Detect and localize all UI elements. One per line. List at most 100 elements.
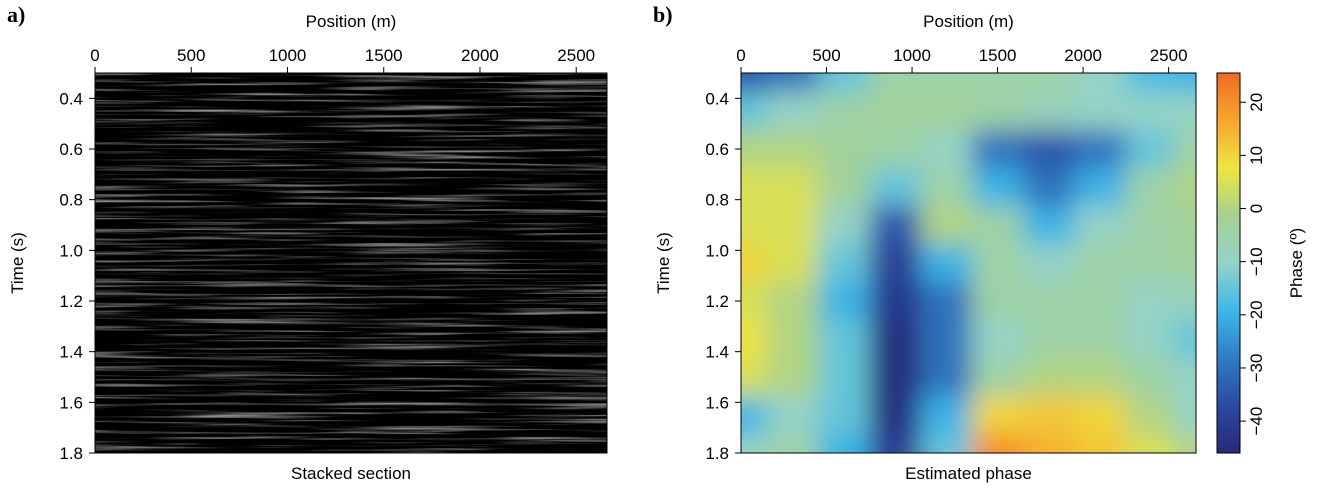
heat-cell: [1125, 206, 1174, 245]
y-tick-label: 0.8: [705, 191, 729, 210]
heat-cell: [817, 168, 870, 207]
heat-cell: [1125, 320, 1174, 359]
heat-cell: [741, 396, 768, 435]
heat-cell: [1172, 320, 1196, 359]
heat-cell: [1172, 130, 1196, 169]
heat-cell: [1172, 92, 1196, 131]
x-tick-label: 1500: [365, 46, 403, 65]
plot-frame: [740, 72, 1197, 454]
plot-frame: [94, 72, 608, 454]
heat-cell: [1125, 130, 1174, 169]
y-tick-label: 1.4: [705, 343, 729, 362]
heat-cell: [920, 282, 973, 321]
heat-cell: [971, 434, 1024, 453]
x-tick-label: 2000: [461, 46, 499, 65]
heatmap: [741, 73, 1196, 453]
heat-cell: [1172, 358, 1196, 397]
heat-cell: [817, 396, 870, 435]
heat-cell: [766, 320, 819, 359]
heat-cell: [1074, 282, 1127, 321]
y-tick-label: 1.0: [705, 241, 729, 260]
heat-cell: [869, 396, 922, 435]
heat-cell: [1023, 282, 1076, 321]
heat-cell: [1023, 206, 1076, 245]
y-axis-label: Time (s): [654, 232, 673, 294]
heat-cell: [869, 130, 922, 169]
heat-cell: [1023, 320, 1076, 359]
heat-cell: [1074, 434, 1127, 453]
heat-cell: [766, 168, 819, 207]
heat-cell: [817, 130, 870, 169]
heat-cell: [741, 282, 768, 321]
heat-cell: [920, 244, 973, 283]
heat-cell: [1074, 92, 1127, 131]
colorbar-tick-label: −20: [1247, 300, 1266, 329]
heat-cell: [1125, 358, 1174, 397]
heat-cell: [920, 73, 973, 93]
x-tick-label: 1000: [893, 46, 931, 65]
seismic-texture: [95, 73, 607, 453]
x-axis-label: Position (m): [306, 12, 397, 31]
heat-cell: [971, 320, 1024, 359]
y-tick-label: 1.2: [705, 292, 729, 311]
heat-cell: [1172, 168, 1196, 207]
panel-label: b): [653, 2, 673, 27]
x-tick-label: 2000: [1064, 46, 1102, 65]
heat-cell: [920, 92, 973, 131]
panel-label: a): [7, 2, 25, 27]
x-tick-label: 2500: [557, 46, 595, 65]
heat-cell: [971, 73, 1024, 93]
heat-cell: [741, 168, 768, 207]
heat-cell: [766, 434, 819, 453]
heat-cell: [817, 206, 870, 245]
heat-cell: [869, 358, 922, 397]
heat-cell: [869, 282, 922, 321]
heat-cell: [1023, 130, 1076, 169]
x-axis-label: Position (m): [923, 12, 1014, 31]
heat-cell: [1074, 168, 1127, 207]
heat-cell: [1023, 244, 1076, 283]
heat-cell: [971, 282, 1024, 321]
heat-cell: [741, 434, 768, 453]
y-tick-label: 0.4: [705, 89, 729, 108]
heat-cell: [817, 434, 870, 453]
heat-cell: [1172, 73, 1196, 93]
heat-cell: [1023, 358, 1076, 397]
heatmap-cells: [741, 73, 1196, 453]
heat-cell: [766, 73, 819, 93]
heat-cell: [920, 168, 973, 207]
heat-cell: [869, 92, 922, 131]
heat-cell: [1023, 396, 1076, 435]
x-tick-label: 2500: [1150, 46, 1188, 65]
y-tick-label: 1.8: [705, 444, 729, 463]
heat-cell: [1074, 130, 1127, 169]
heat-cell: [817, 282, 870, 321]
heat-cell: [741, 130, 768, 169]
heat-cell: [766, 206, 819, 245]
heat-cell: [1074, 244, 1127, 283]
colorbar-tick-label: −10: [1247, 247, 1266, 276]
heat-cell: [869, 320, 922, 359]
chart-title: Stacked section: [291, 464, 411, 483]
heat-cell: [971, 396, 1024, 435]
heat-cell: [741, 244, 768, 283]
heat-cell: [869, 434, 922, 453]
heat-cell: [1125, 282, 1174, 321]
y-tick-label: 1.2: [59, 292, 83, 311]
heat-cell: [971, 168, 1024, 207]
x-tick-label: 0: [736, 46, 745, 65]
heat-cell: [920, 320, 973, 359]
heat-cell: [817, 73, 870, 93]
heat-cell: [741, 358, 768, 397]
heat-cell: [766, 244, 819, 283]
heat-cell: [1074, 358, 1127, 397]
heat-cell: [1074, 320, 1127, 359]
heat-cell: [869, 168, 922, 207]
heat-cell: [741, 73, 768, 93]
heat-cell: [1023, 92, 1076, 131]
heat-cell: [971, 130, 1024, 169]
heat-cell: [869, 206, 922, 245]
x-tick-label: 1500: [979, 46, 1017, 65]
y-tick-label: 1.0: [59, 241, 83, 260]
heat-cell: [741, 206, 768, 245]
